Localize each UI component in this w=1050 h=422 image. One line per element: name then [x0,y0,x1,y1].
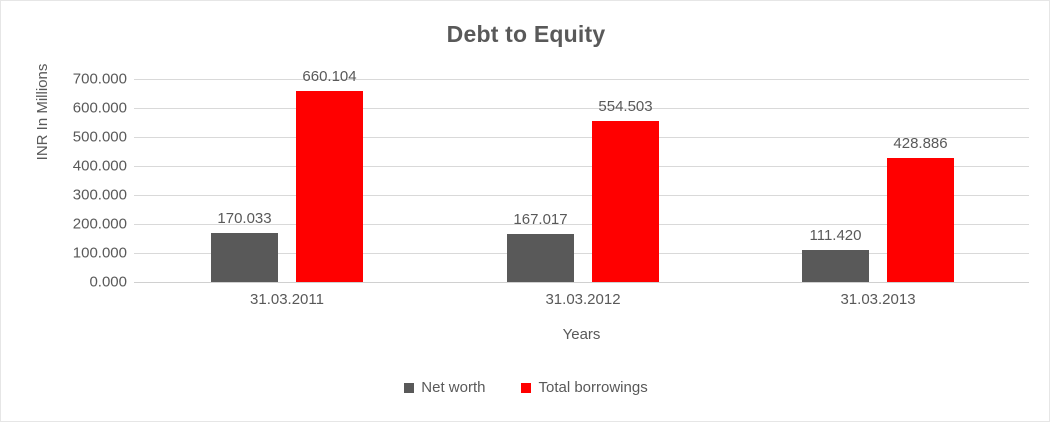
y-tick-label: 200.000 [72,215,127,233]
bar-net-worth[interactable] [507,234,574,282]
data-label-net-worth: 167.017 [513,211,568,228]
y-tick-label: 100.000 [72,244,127,262]
y-tick-label: 600.000 [72,99,127,117]
data-label-total-borrowings: 660.104 [302,68,357,85]
bar-total-borrowings[interactable] [592,121,659,282]
chart-title: Debt to Equity [446,21,606,47]
legend-item-net-worth[interactable]: Net worth [404,379,485,396]
y-tick-label: 400.000 [72,157,127,175]
legend-label: Net worth [421,379,486,396]
data-label-net-worth: 111.420 [809,227,862,244]
legend-item-total-borrowings[interactable]: Total borrowings [521,379,648,396]
gridline [134,166,1029,167]
gridline [134,137,1029,138]
y-tick-label: 0.000 [89,273,127,291]
bar-net-worth[interactable] [211,233,278,282]
category-label: 31.03.2012 [545,291,621,308]
data-label-net-worth: 170.033 [217,210,272,227]
x-axis-line [134,282,1029,283]
y-tick-label: 300.000 [72,186,127,204]
category-label: 31.03.2013 [840,291,916,308]
x-axis-title: Years [562,326,601,343]
legend-label: Total borrowings [538,379,648,396]
chart-legend: Net worth Total borrowings [1,379,1049,396]
category-label: 31.03.2011 [250,291,324,308]
gridline [134,224,1029,225]
legend-swatch-icon [404,382,415,393]
legend-swatch-icon [521,382,532,393]
bar-net-worth[interactable] [802,250,869,282]
bar-total-borrowings[interactable] [296,91,363,282]
data-label-total-borrowings: 428.886 [893,135,948,152]
gridline [134,108,1029,109]
y-tick-label: 500.000 [72,128,127,146]
data-label-total-borrowings: 554.503 [598,98,653,115]
y-tick-label: 700.000 [72,70,127,88]
plot-area: 170.033 660.104 167.017 554.503 111.420 … [134,68,1029,283]
bar-total-borrowings[interactable] [887,158,954,282]
x-axis-tick-labels: 31.03.2011 31.03.2012 31.03.2013 [134,291,1029,313]
y-axis-tick-labels: 700.000 600.000 500.000 400.000 300.000 … [1,71,127,291]
gridline [134,79,1029,80]
gridline [134,253,1029,254]
gridline [134,195,1029,196]
